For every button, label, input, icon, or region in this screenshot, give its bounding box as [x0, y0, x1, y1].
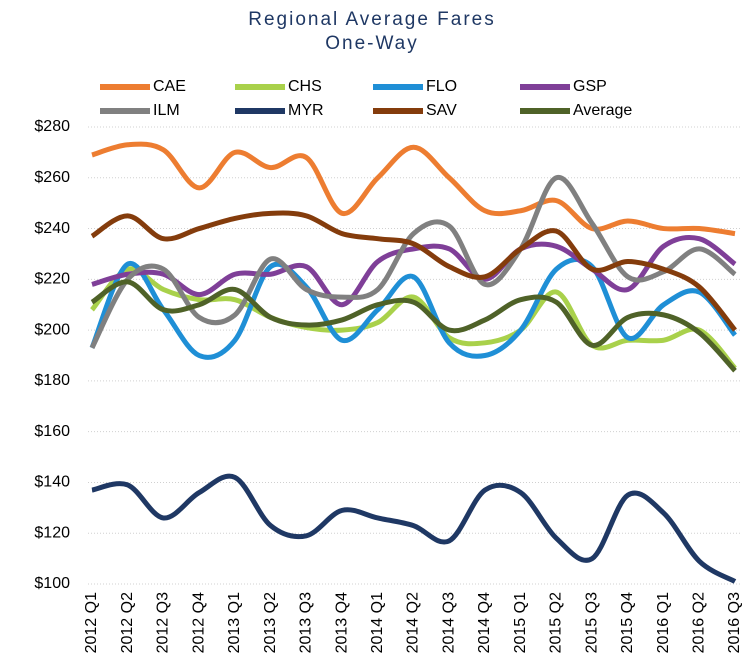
- legend-label: ILM: [153, 102, 180, 119]
- x-tick-label: 2015 Q1: [512, 592, 529, 653]
- y-tick-label: $160: [34, 423, 70, 440]
- chart-title: Regional Average Fares: [248, 9, 496, 30]
- series-line: [91, 234, 737, 308]
- x-tick-label: 2013 Q2: [262, 592, 279, 653]
- x-tick-label: 2012 Q2: [119, 592, 136, 653]
- y-tick-label: $240: [34, 220, 70, 237]
- y-tick-label: $100: [34, 575, 70, 592]
- x-tick-label: 2015 Q4: [619, 592, 636, 653]
- series-line: [90, 279, 737, 373]
- legend-label: MYR: [288, 102, 324, 119]
- legend-label: CAE: [153, 78, 186, 95]
- legend-label: CHS: [288, 78, 322, 95]
- legend-label: GSP: [573, 78, 607, 95]
- legend-label: Average: [573, 102, 632, 119]
- x-tick-label: 2014 Q4: [476, 592, 493, 653]
- x-tick-label: 2013 Q3: [298, 592, 315, 653]
- y-tick-label: $180: [34, 372, 70, 389]
- x-tick-label: 2012 Q3: [155, 592, 172, 653]
- y-tick-label: $260: [34, 169, 70, 186]
- x-tick-label: 2014 Q3: [440, 592, 457, 653]
- x-tick-label: 2015 Q2: [548, 592, 565, 653]
- y-tick-label: $280: [34, 118, 70, 135]
- x-tick-label: 2014 Q1: [369, 592, 386, 653]
- legend-label: FLO: [426, 78, 457, 95]
- y-tick-label: $120: [34, 524, 70, 541]
- y-tick-label: $220: [34, 271, 70, 288]
- x-tick-label: 2012 Q1: [83, 592, 100, 653]
- x-tick-label: 2015 Q3: [583, 592, 600, 653]
- x-tick-label: 2013 Q1: [226, 592, 243, 653]
- series-line: [89, 257, 737, 360]
- legend-label: SAV: [426, 102, 457, 119]
- x-tick-label: 2014 Q2: [405, 592, 422, 653]
- y-tick-label: $200: [34, 321, 70, 338]
- series-line: [90, 210, 737, 332]
- x-tick-label: 2016 Q3: [726, 592, 742, 653]
- x-tick-label: 2016 Q1: [655, 592, 672, 653]
- x-tick-label: 2012 Q4: [190, 592, 207, 653]
- chart-subtitle: One-Way: [325, 33, 419, 54]
- x-tick-label: 2016 Q2: [690, 592, 707, 653]
- series-line: [89, 175, 737, 350]
- y-tick-label: $140: [34, 474, 70, 491]
- series-line: [91, 473, 737, 584]
- series-line: [91, 141, 736, 237]
- x-tick-label: 2013 Q4: [333, 592, 350, 653]
